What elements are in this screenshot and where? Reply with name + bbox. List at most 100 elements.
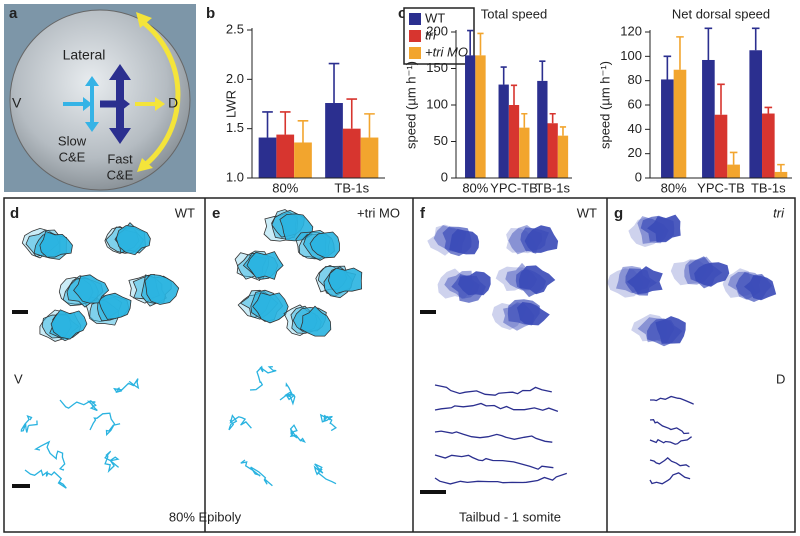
y-tick-label: 0 xyxy=(635,169,642,184)
scale-bar xyxy=(12,484,30,488)
axis xyxy=(649,30,792,179)
bar xyxy=(762,113,775,178)
error-bar xyxy=(559,126,567,136)
bar xyxy=(749,50,763,178)
y-tick-label: 1.0 xyxy=(226,169,244,184)
cell-track xyxy=(649,419,690,435)
cell-outline xyxy=(744,275,777,301)
diagram-label: D xyxy=(168,95,178,111)
bar xyxy=(498,84,509,178)
cell-outline xyxy=(98,292,132,320)
cell-track xyxy=(649,457,690,468)
chart-title: Total speed xyxy=(481,6,548,21)
diagram-label: Lateral xyxy=(63,47,106,63)
y-axis-label: LWR xyxy=(223,90,238,118)
bar xyxy=(360,137,379,178)
cell-track xyxy=(228,414,252,431)
bar xyxy=(519,127,530,178)
diagram-label: C&E xyxy=(107,167,134,182)
cell-track xyxy=(240,459,273,487)
cell-track xyxy=(434,384,552,396)
y-axis-label: speed (µm h⁻¹) xyxy=(403,61,418,149)
diagram-label: V xyxy=(12,95,22,111)
y-tick-label: 80 xyxy=(628,72,642,87)
arrow-head xyxy=(155,97,165,111)
axis xyxy=(251,28,385,179)
condition-label: WT xyxy=(175,205,195,220)
cell-outline xyxy=(144,273,180,305)
panel-label: b xyxy=(206,5,215,22)
error-bar xyxy=(346,98,358,129)
error-bar xyxy=(328,62,340,104)
cell-track xyxy=(24,469,67,489)
cell-track xyxy=(434,472,568,485)
x-tick-label: 80% xyxy=(661,180,687,195)
y-tick-label: 200 xyxy=(426,23,448,38)
cell-track xyxy=(434,402,559,413)
arrow-head xyxy=(85,76,99,86)
scale-bar xyxy=(12,310,28,314)
stage-label: 80% Epiboly xyxy=(169,509,242,524)
x-tick-label: YPC-TB xyxy=(490,180,538,195)
cell-track xyxy=(59,399,98,412)
bar xyxy=(325,103,343,178)
orientation-label: D xyxy=(776,371,785,386)
cell-outline xyxy=(73,274,110,304)
error-bar xyxy=(539,60,546,81)
y-tick-label: 100 xyxy=(620,48,642,63)
cell-outline xyxy=(458,271,491,296)
arrow-head xyxy=(136,12,152,28)
cell-track xyxy=(319,413,337,432)
cell-outline xyxy=(518,265,556,295)
error-bar xyxy=(521,112,528,128)
diagram-label: Slow xyxy=(58,133,87,148)
y-axis-label: speed (µm h⁻¹) xyxy=(597,61,612,149)
scale-bar xyxy=(420,310,436,314)
error-bar xyxy=(663,55,672,80)
cell-outline xyxy=(39,230,73,258)
y-tick-label: 50 xyxy=(434,133,448,148)
cell-track xyxy=(650,395,694,405)
bar xyxy=(258,137,277,178)
y-tick-label: 0 xyxy=(441,169,448,184)
cell-track xyxy=(104,450,120,473)
cell-track xyxy=(649,436,692,445)
chart-title: Net dorsal speed xyxy=(672,6,770,21)
error-bar xyxy=(467,29,474,56)
cell-outline xyxy=(279,213,314,242)
bar xyxy=(475,55,486,178)
cell-outline xyxy=(309,231,340,259)
cell-track xyxy=(249,365,277,391)
panel-label: d xyxy=(10,205,19,222)
legend-label: tri xyxy=(425,27,437,42)
y-tick-label: 60 xyxy=(628,96,642,111)
bar xyxy=(276,134,295,178)
bar xyxy=(714,114,728,178)
panel-frame xyxy=(3,197,796,533)
bar xyxy=(508,105,520,178)
cell-track xyxy=(89,412,121,437)
error-bar xyxy=(364,113,375,138)
bar xyxy=(727,164,740,178)
arrow-head xyxy=(109,128,131,144)
bar xyxy=(661,79,674,178)
arrow-head xyxy=(109,64,131,80)
condition-label: +tri MO xyxy=(357,205,400,220)
bar xyxy=(465,55,476,178)
error-bar xyxy=(297,119,309,143)
legend-swatch xyxy=(409,47,421,59)
cell-outline xyxy=(449,229,480,255)
cell-track xyxy=(34,440,66,471)
cell-track xyxy=(313,463,337,485)
bar xyxy=(557,135,569,178)
cell-track xyxy=(649,472,691,485)
error-bar xyxy=(262,111,273,138)
legend-label: +tri MO xyxy=(425,44,468,59)
axis xyxy=(455,30,572,179)
cell-outline xyxy=(50,309,88,340)
y-tick-label: 120 xyxy=(620,23,642,38)
scale-bar xyxy=(420,490,446,494)
x-tick-label: 80% xyxy=(462,180,488,195)
arrow-head xyxy=(83,97,92,111)
